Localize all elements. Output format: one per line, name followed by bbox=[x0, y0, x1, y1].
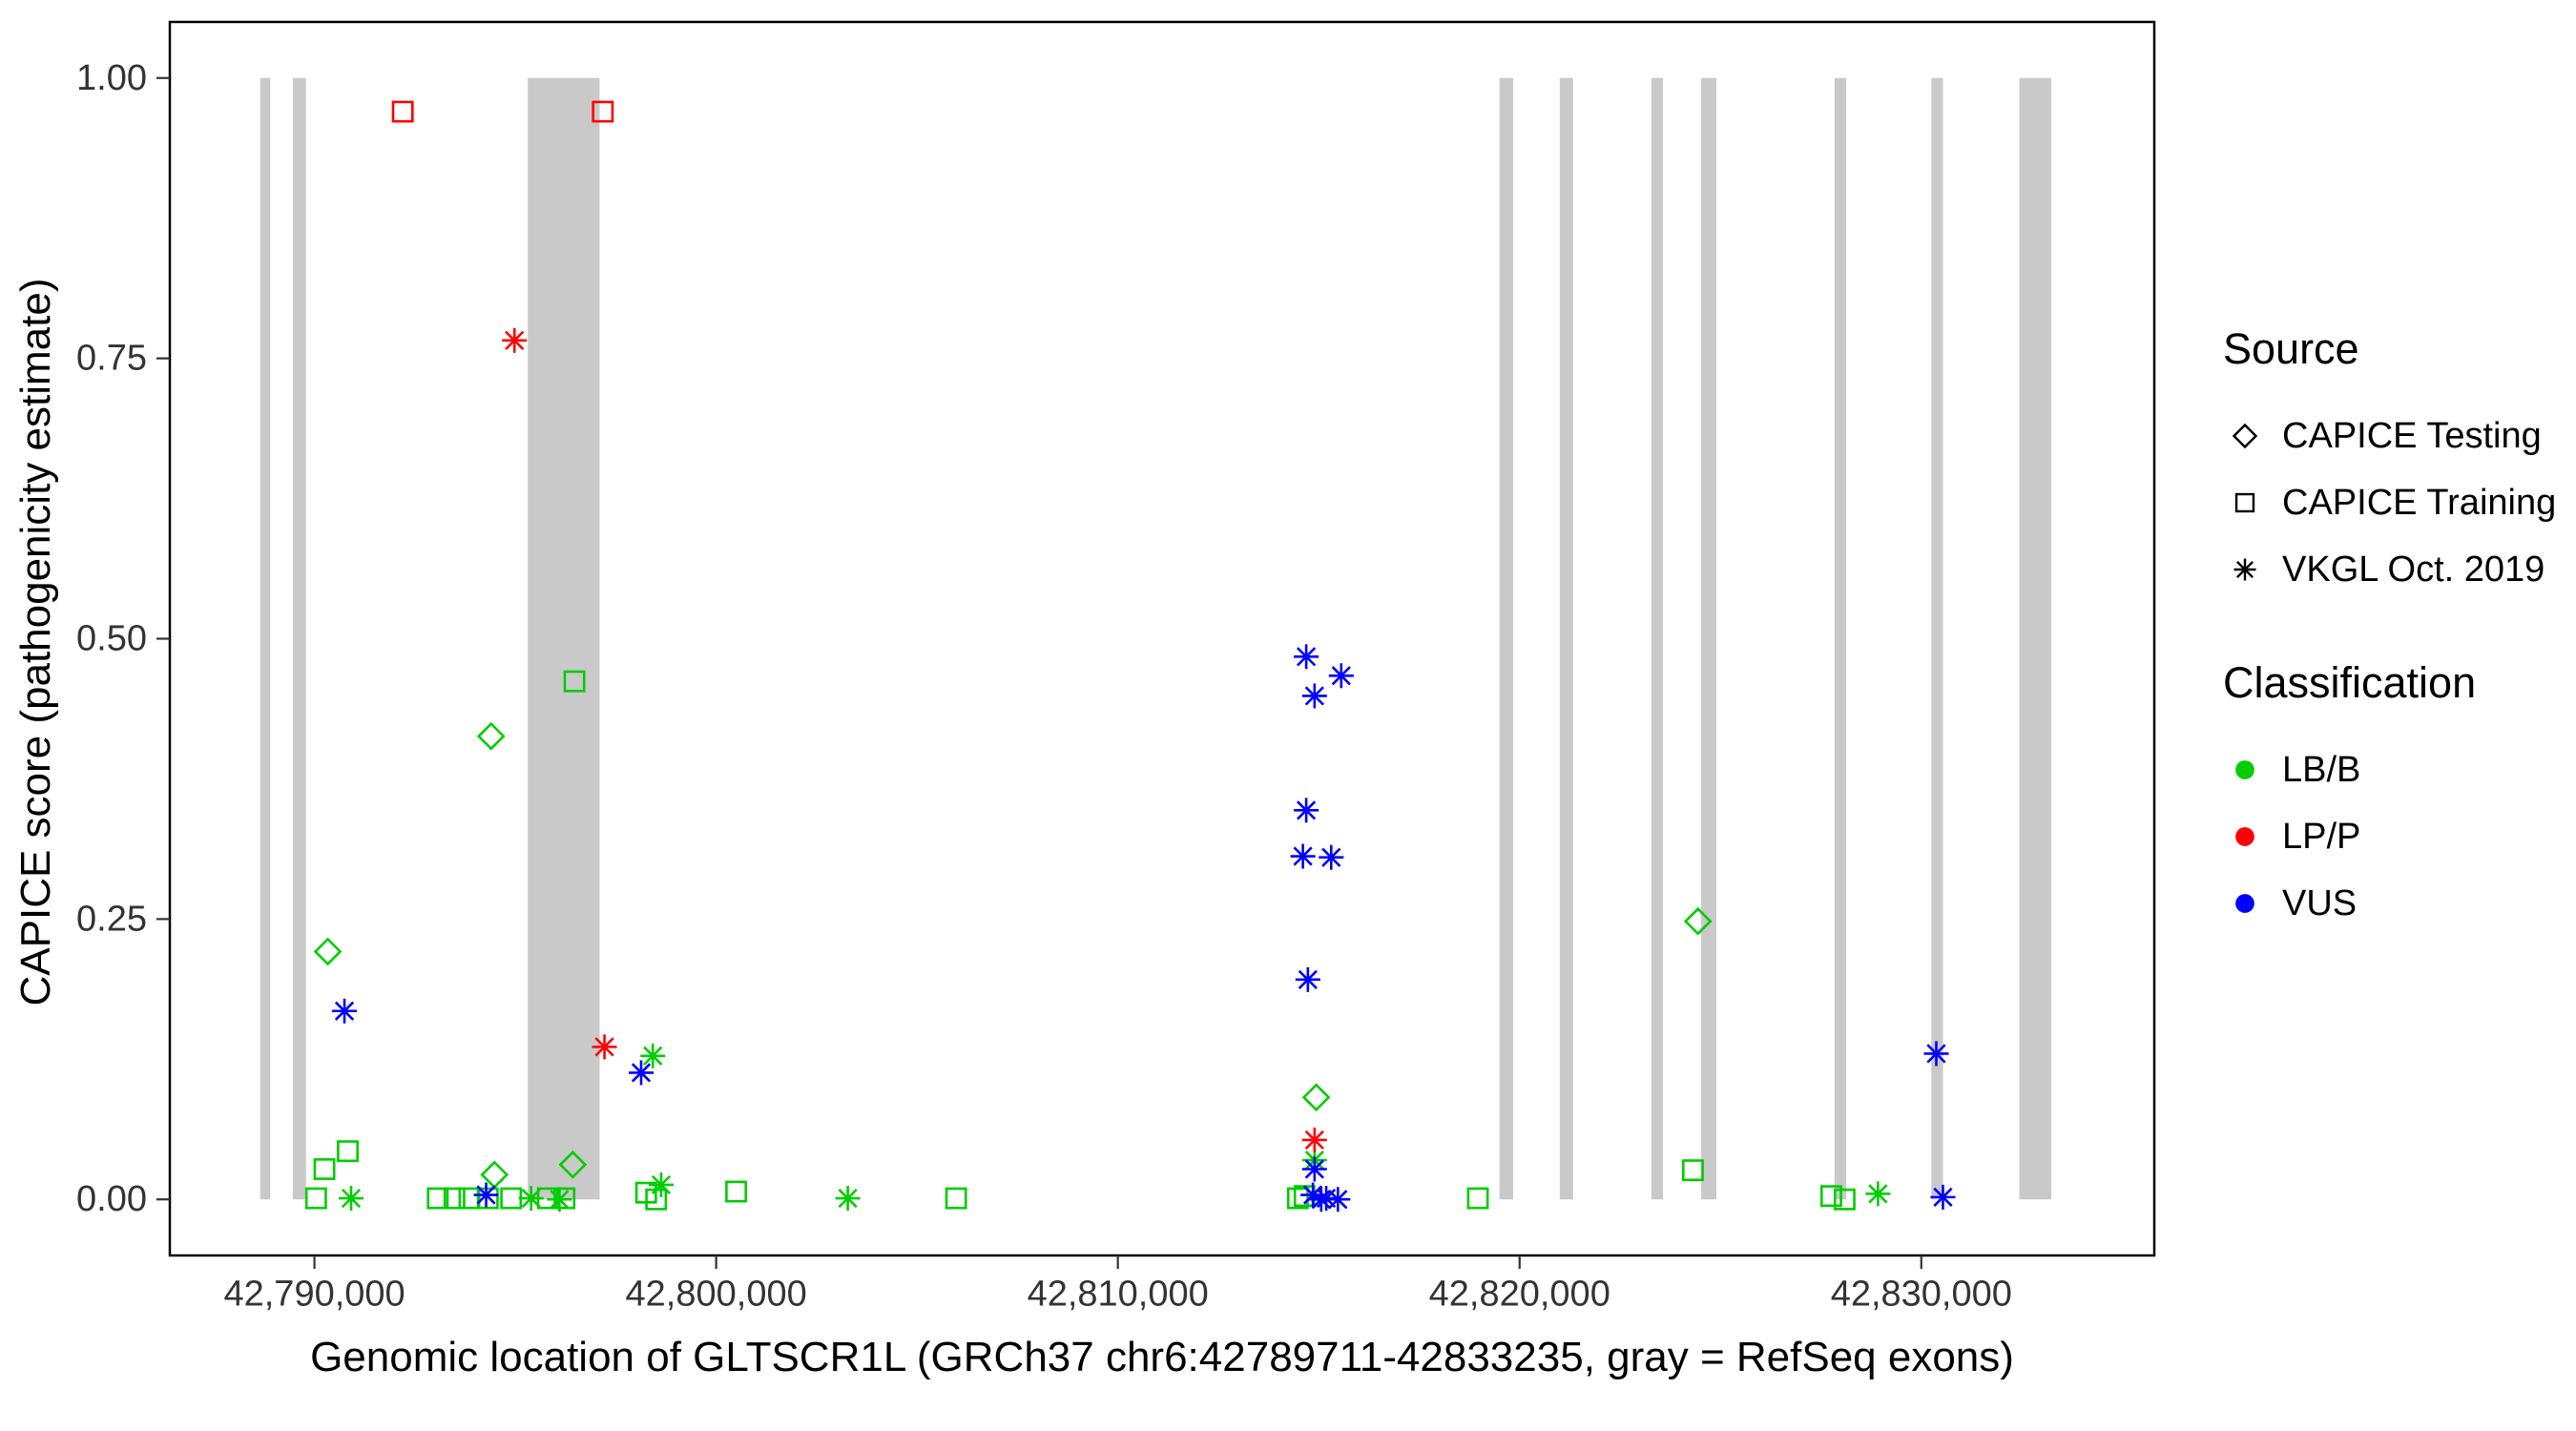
legend-classification: Classification LB/B LP/P VUS bbox=[2223, 656, 2566, 937]
data-point bbox=[304, 1187, 327, 1210]
data-point bbox=[1308, 1187, 1334, 1213]
data-point bbox=[1833, 1188, 1856, 1211]
data-point bbox=[1301, 1127, 1327, 1152]
legend-item-classification: LP/P bbox=[2223, 803, 2566, 870]
data-point bbox=[458, 1187, 481, 1210]
data-point bbox=[547, 1187, 572, 1213]
data-point bbox=[1328, 663, 1354, 689]
data-point bbox=[1683, 906, 1713, 936]
legend-item-label: CAPICE Testing bbox=[2282, 415, 2542, 456]
data-point bbox=[443, 1187, 466, 1210]
exon-bar bbox=[1931, 77, 1943, 1200]
legend-source: Source CAPICE Testing CAPICE Training VKGL… bbox=[2223, 322, 2566, 603]
data-point bbox=[1865, 1181, 1891, 1207]
data-point bbox=[1301, 683, 1327, 709]
data-point bbox=[332, 998, 358, 1024]
data-point bbox=[563, 670, 586, 693]
legend-classification-items: LB/B LP/P VUS bbox=[2223, 736, 2566, 937]
data-point bbox=[1819, 1185, 1842, 1208]
diamond-key-icon bbox=[2232, 423, 2258, 449]
data-point bbox=[1319, 844, 1344, 870]
y-tick-label: 0.00 bbox=[76, 1179, 147, 1219]
data-point bbox=[313, 1158, 336, 1180]
data-point bbox=[1301, 1083, 1331, 1112]
y-tick-label: 0.75 bbox=[76, 339, 147, 379]
data-point bbox=[1301, 1156, 1327, 1182]
exon-bar bbox=[292, 77, 306, 1200]
data-point bbox=[1294, 644, 1319, 670]
exon-bar bbox=[2019, 77, 2051, 1200]
data-point bbox=[640, 1043, 666, 1068]
x-tick-label: 42,810,000 bbox=[1028, 1274, 1209, 1314]
data-point bbox=[1290, 843, 1316, 869]
data-point bbox=[502, 327, 528, 353]
data-point bbox=[592, 100, 614, 123]
data-point bbox=[1466, 1187, 1489, 1210]
data-point bbox=[592, 1034, 617, 1060]
legend-source-title: Source bbox=[2223, 324, 2359, 373]
circle-key-icon bbox=[2235, 827, 2254, 846]
exon-bar bbox=[1499, 77, 1513, 1200]
legend-item-source: VKGL Oct. 2019 bbox=[2223, 536, 2566, 603]
data-point bbox=[835, 1186, 861, 1212]
data-point bbox=[1286, 1187, 1309, 1210]
legend-item-classification: LB/B bbox=[2223, 736, 2566, 803]
data-point bbox=[1681, 1159, 1704, 1182]
data-point bbox=[1325, 1187, 1351, 1213]
square-key-icon bbox=[2234, 492, 2255, 513]
panel-border bbox=[168, 20, 2156, 1257]
data-point bbox=[476, 1187, 499, 1210]
data-point bbox=[500, 1187, 523, 1210]
legend-item-label: VKGL Oct. 2019 bbox=[2282, 549, 2545, 590]
circle-key-icon bbox=[2235, 760, 2254, 779]
exon-bar bbox=[1559, 77, 1573, 1200]
y-tick-label: 1.00 bbox=[76, 58, 147, 98]
data-point bbox=[1923, 1041, 1949, 1067]
legend-classification-title: Classification bbox=[2223, 658, 2477, 707]
data-point bbox=[558, 1150, 588, 1179]
x-axis-title: Genomic location of GLTSCR1L (GRCh37 chr… bbox=[310, 1334, 2014, 1380]
legend-item-classification: VUS bbox=[2223, 870, 2566, 937]
data-point bbox=[476, 721, 506, 751]
exon-bar bbox=[528, 77, 600, 1200]
legend-item-label: LB/B bbox=[2282, 749, 2361, 790]
y-tick-label: 0.25 bbox=[76, 899, 147, 939]
data-point bbox=[518, 1186, 544, 1212]
x-tick-label: 42,800,000 bbox=[626, 1274, 807, 1314]
x-tick-label: 42,790,000 bbox=[223, 1274, 405, 1314]
data-point bbox=[1295, 966, 1320, 992]
x-tick-label: 42,820,000 bbox=[1429, 1274, 1610, 1314]
data-point bbox=[391, 100, 414, 123]
legend-item-label: LP/P bbox=[2282, 816, 2361, 857]
exon-bar bbox=[1834, 77, 1847, 1200]
legend-item-label: VUS bbox=[2282, 882, 2358, 923]
data-point bbox=[337, 1140, 359, 1163]
legend-item-source: CAPICE Testing bbox=[2223, 403, 2566, 469]
data-point bbox=[339, 1186, 364, 1212]
x-tick-label: 42,830,000 bbox=[1831, 1274, 2012, 1314]
exon-bar bbox=[1701, 77, 1717, 1200]
y-tick-label: 0.50 bbox=[76, 619, 147, 659]
data-point bbox=[945, 1187, 967, 1210]
circle-key-icon bbox=[2235, 894, 2254, 913]
data-point bbox=[473, 1182, 499, 1208]
data-point bbox=[1294, 798, 1319, 823]
data-point bbox=[629, 1060, 654, 1086]
legend-item-source: CAPICE Training bbox=[2223, 469, 2566, 536]
asterisk-key-icon bbox=[2233, 558, 2256, 581]
data-point bbox=[648, 1172, 674, 1197]
exon-bar bbox=[260, 77, 271, 1200]
legend-item-label: CAPICE Training bbox=[2282, 482, 2557, 523]
data-point bbox=[725, 1180, 747, 1203]
data-point bbox=[313, 937, 343, 966]
exon-bar bbox=[1651, 77, 1664, 1200]
y-axis-title: CAPICE score (pathogenicity estimate) bbox=[12, 278, 59, 1006]
data-point bbox=[1930, 1184, 1956, 1210]
legend-source-items: CAPICE Testing CAPICE Training VKGL Oct. 2… bbox=[2223, 403, 2566, 603]
data-point bbox=[426, 1187, 449, 1210]
